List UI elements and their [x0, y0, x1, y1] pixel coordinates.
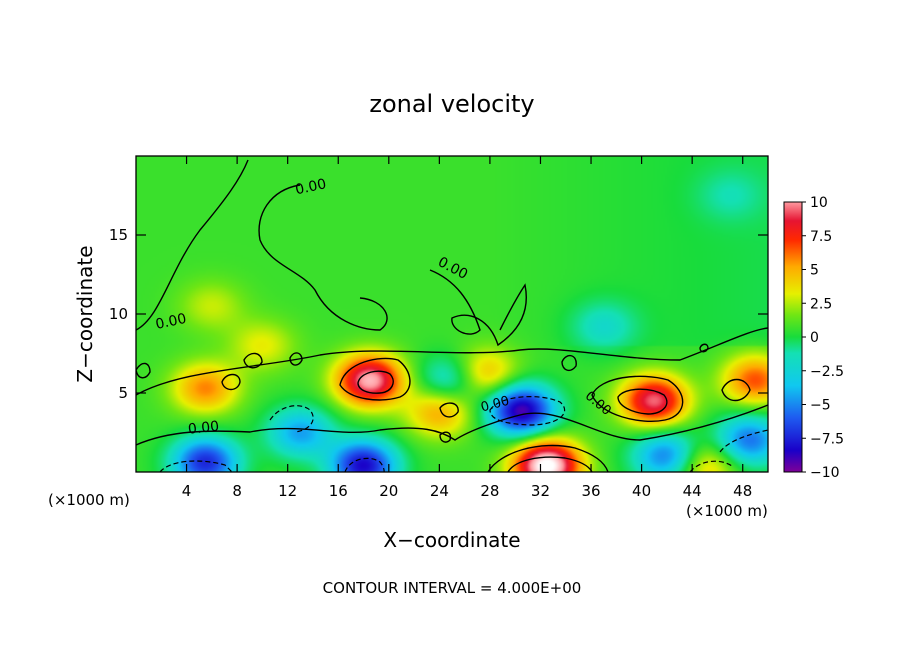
contour-label: 0.00	[479, 394, 511, 416]
colorbar-tick-label: −7.5	[810, 431, 844, 447]
contour-small-islands	[136, 343, 751, 443]
contour-lines	[136, 159, 768, 472]
contour-zero-upper	[136, 159, 388, 331]
contour-pos-ring-41	[591, 375, 684, 422]
contour-neg-18	[344, 457, 385, 472]
x-axis-label: X−coordinate	[383, 528, 520, 552]
plot-area: 0.00 0.00 0.00 0.00 0.00 0.00	[135, 155, 769, 473]
contour-neg-12	[269, 405, 314, 433]
x-tick-label: 40	[632, 482, 651, 500]
y-tick-label: 10	[109, 305, 128, 323]
contour-pos-ring-32	[487, 444, 609, 472]
velocity-field	[136, 156, 768, 472]
contour-zero-lower	[136, 327, 768, 446]
x-tick-label: 44	[683, 482, 702, 500]
contour-interval-note: CONTOUR INTERVAL = 4.000E+00	[323, 579, 582, 597]
chart-title: zonal velocity	[369, 90, 534, 118]
x-axis-ticks: 4 8 12 16 20 24 28 32 36 40 44 48	[182, 156, 752, 500]
contour-neg-30	[489, 396, 566, 426]
y-axis-ticks: 5 10 15	[109, 226, 768, 402]
x-tick-label: 28	[480, 482, 499, 500]
contour-pos-ring-20	[339, 357, 411, 401]
x-tick-label: 24	[430, 482, 449, 500]
colorbar-tick-label: 0	[810, 330, 819, 346]
x-tick-label: 4	[182, 482, 192, 500]
x-unit-right: (×1000 m)	[686, 502, 768, 520]
y-axis-label: Z−coordinate	[73, 245, 97, 382]
colorbar-tick-label: 10	[810, 195, 828, 211]
x-tick-label: 20	[379, 482, 398, 500]
colorbar-scale	[783, 201, 803, 473]
contour-zero-mid	[429, 269, 527, 347]
x-tick-label: 36	[581, 482, 600, 500]
x-tick-label: 12	[278, 482, 297, 500]
contour-pos-ring-41-inner	[617, 388, 668, 415]
contour-label: 0.00	[187, 419, 220, 438]
colorbar-ticks: 10 7.5 5 2.5 0 −2.5 −5 −7.5 −10	[802, 195, 844, 481]
colorbar: 10 7.5 5 2.5 0 −2.5 −5 −7.5 −10	[783, 195, 844, 481]
colorbar-tick-label: −5	[810, 398, 831, 414]
contour-neg-48	[689, 429, 768, 472]
contour-pos-ring-32-inner	[507, 456, 593, 472]
x-unit-left: (×1000 m)	[48, 491, 130, 509]
x-tick-label: 32	[531, 482, 550, 500]
colorbar-tick-label: −10	[810, 465, 840, 481]
x-tick-label: 48	[733, 482, 752, 500]
x-tick-label: 16	[329, 482, 348, 500]
y-tick-label: 15	[109, 226, 128, 244]
x-tick-label: 8	[232, 482, 242, 500]
colorbar-tick-label: 2.5	[810, 296, 832, 312]
contour-label: 0.00	[154, 311, 188, 333]
contour-label: 0.00	[294, 176, 328, 198]
colorbar-tick-label: 5	[810, 263, 819, 279]
contour-pos-ring-20-inner	[357, 370, 394, 394]
y-tick-label: 5	[118, 384, 128, 402]
colorbar-tick-label: −2.5	[810, 364, 844, 380]
colorbar-tick-label: 7.5	[810, 229, 832, 245]
